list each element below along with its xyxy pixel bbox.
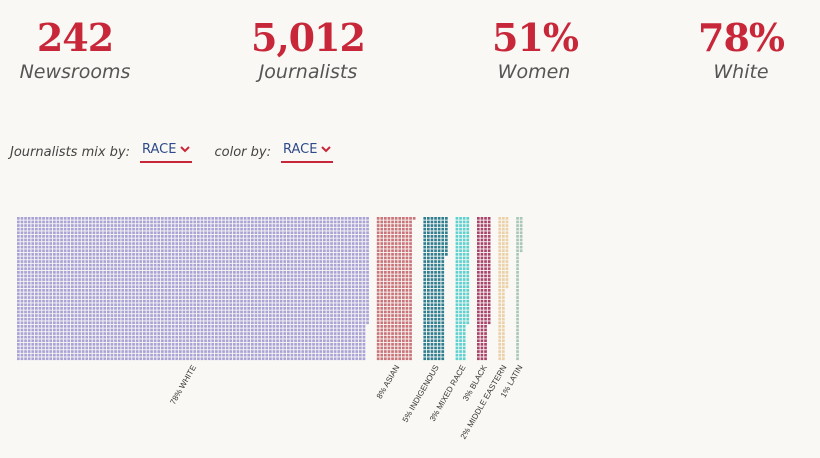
stat-label: Journalists [258, 61, 358, 83]
color-by-dropdown[interactable]: RACE [280, 142, 334, 163]
stat-label: Women [497, 61, 571, 83]
waffle-group-middle-eastern [498, 217, 509, 361]
waffle-group-asian [376, 217, 416, 361]
stat-women: 51% Women [492, 14, 579, 84]
category-label: 8% ASIAN [375, 363, 402, 400]
chart-controls: Journalists mix by: RACE color by: RACE [10, 142, 355, 163]
waffle-group-white [17, 217, 369, 361]
mix-by-dropdown[interactable]: RACE [140, 142, 193, 163]
stat-value: 5,012 [251, 15, 366, 60]
stat-newsrooms: 242 Newsrooms [8, 14, 142, 84]
waffle-group-black [477, 217, 491, 361]
waffle-group-latin [516, 217, 523, 361]
waffle-group-mixed-race [455, 217, 470, 361]
waffle-group-indigenous [423, 217, 448, 361]
stat-value: 51% [492, 15, 579, 60]
stat-value: 78% [698, 15, 785, 60]
stat-value: 242 [36, 15, 114, 60]
stat-label: Newsrooms [19, 61, 131, 83]
chevron-down-icon [180, 146, 191, 153]
mix-by-value: RACE [142, 142, 177, 157]
color-by-value: RACE [282, 142, 318, 157]
stat-label: White [713, 61, 769, 83]
stat-journalists: 5,012 Journalists [248, 14, 368, 84]
mix-by-label: Journalists mix by: [10, 145, 131, 160]
color-by-label: color by: [214, 145, 271, 160]
chevron-down-icon [321, 146, 332, 153]
stat-white: 78% White [694, 14, 788, 84]
category-label: 78% WHITE [168, 364, 198, 407]
